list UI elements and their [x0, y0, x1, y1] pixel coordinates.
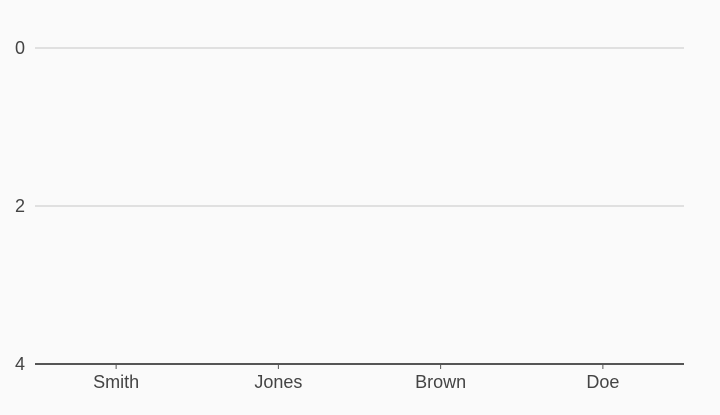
axes — [35, 363, 684, 369]
y-tick-label: 4 — [15, 354, 25, 374]
tick-labels: 0 2 4 Smith Jones Brown Doe — [15, 38, 619, 392]
x-tick-label: Brown — [415, 372, 466, 392]
y-tick-label: 2 — [15, 196, 25, 216]
x-tick-label: Doe — [586, 372, 619, 392]
gridlines — [35, 47, 684, 207]
x-tick-label: Jones — [254, 372, 302, 392]
x-tick-label: Smith — [93, 372, 139, 392]
y-tick-label: 0 — [15, 38, 25, 58]
